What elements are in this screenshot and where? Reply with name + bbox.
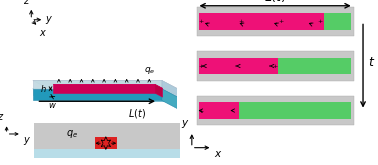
Polygon shape: [33, 81, 162, 95]
Text: $y$: $y$: [181, 117, 190, 130]
Text: $+$: $+$: [318, 17, 324, 25]
Text: $y$: $y$: [45, 14, 53, 26]
Polygon shape: [94, 137, 117, 149]
Text: $+$: $+$: [198, 62, 205, 70]
Text: $z$: $z$: [23, 0, 31, 6]
Polygon shape: [199, 102, 239, 119]
Polygon shape: [33, 89, 162, 100]
Text: $z$: $z$: [0, 112, 5, 122]
Polygon shape: [33, 89, 186, 101]
Text: $h$: $h$: [40, 83, 46, 94]
Text: $+$: $+$: [278, 17, 284, 25]
Text: $+$: $+$: [198, 17, 205, 25]
Text: $q_e$: $q_e$: [144, 65, 156, 76]
Polygon shape: [33, 81, 186, 93]
Text: $q_e$: $q_e$: [66, 128, 78, 140]
Text: $y$: $y$: [23, 135, 31, 147]
Polygon shape: [199, 58, 278, 74]
Polygon shape: [197, 96, 354, 125]
Text: $L(t)$: $L(t)$: [128, 107, 146, 120]
Text: $+$: $+$: [198, 107, 205, 115]
Polygon shape: [53, 84, 155, 93]
Polygon shape: [162, 81, 186, 108]
Polygon shape: [278, 58, 351, 74]
Text: $+$: $+$: [238, 17, 245, 25]
Polygon shape: [199, 13, 324, 30]
Polygon shape: [197, 51, 354, 81]
Polygon shape: [34, 123, 180, 149]
Text: $x$: $x$: [214, 149, 223, 159]
Text: $t$: $t$: [368, 56, 375, 69]
Polygon shape: [197, 7, 354, 36]
Text: $w$: $w$: [48, 101, 57, 110]
Text: $+$: $+$: [272, 62, 279, 70]
Polygon shape: [34, 149, 180, 158]
Text: $L(t)$: $L(t)$: [264, 0, 287, 4]
Text: $x$: $x$: [39, 28, 47, 38]
Polygon shape: [162, 89, 186, 113]
Polygon shape: [155, 84, 163, 97]
Polygon shape: [324, 13, 351, 30]
Polygon shape: [239, 102, 351, 119]
Polygon shape: [53, 84, 163, 88]
